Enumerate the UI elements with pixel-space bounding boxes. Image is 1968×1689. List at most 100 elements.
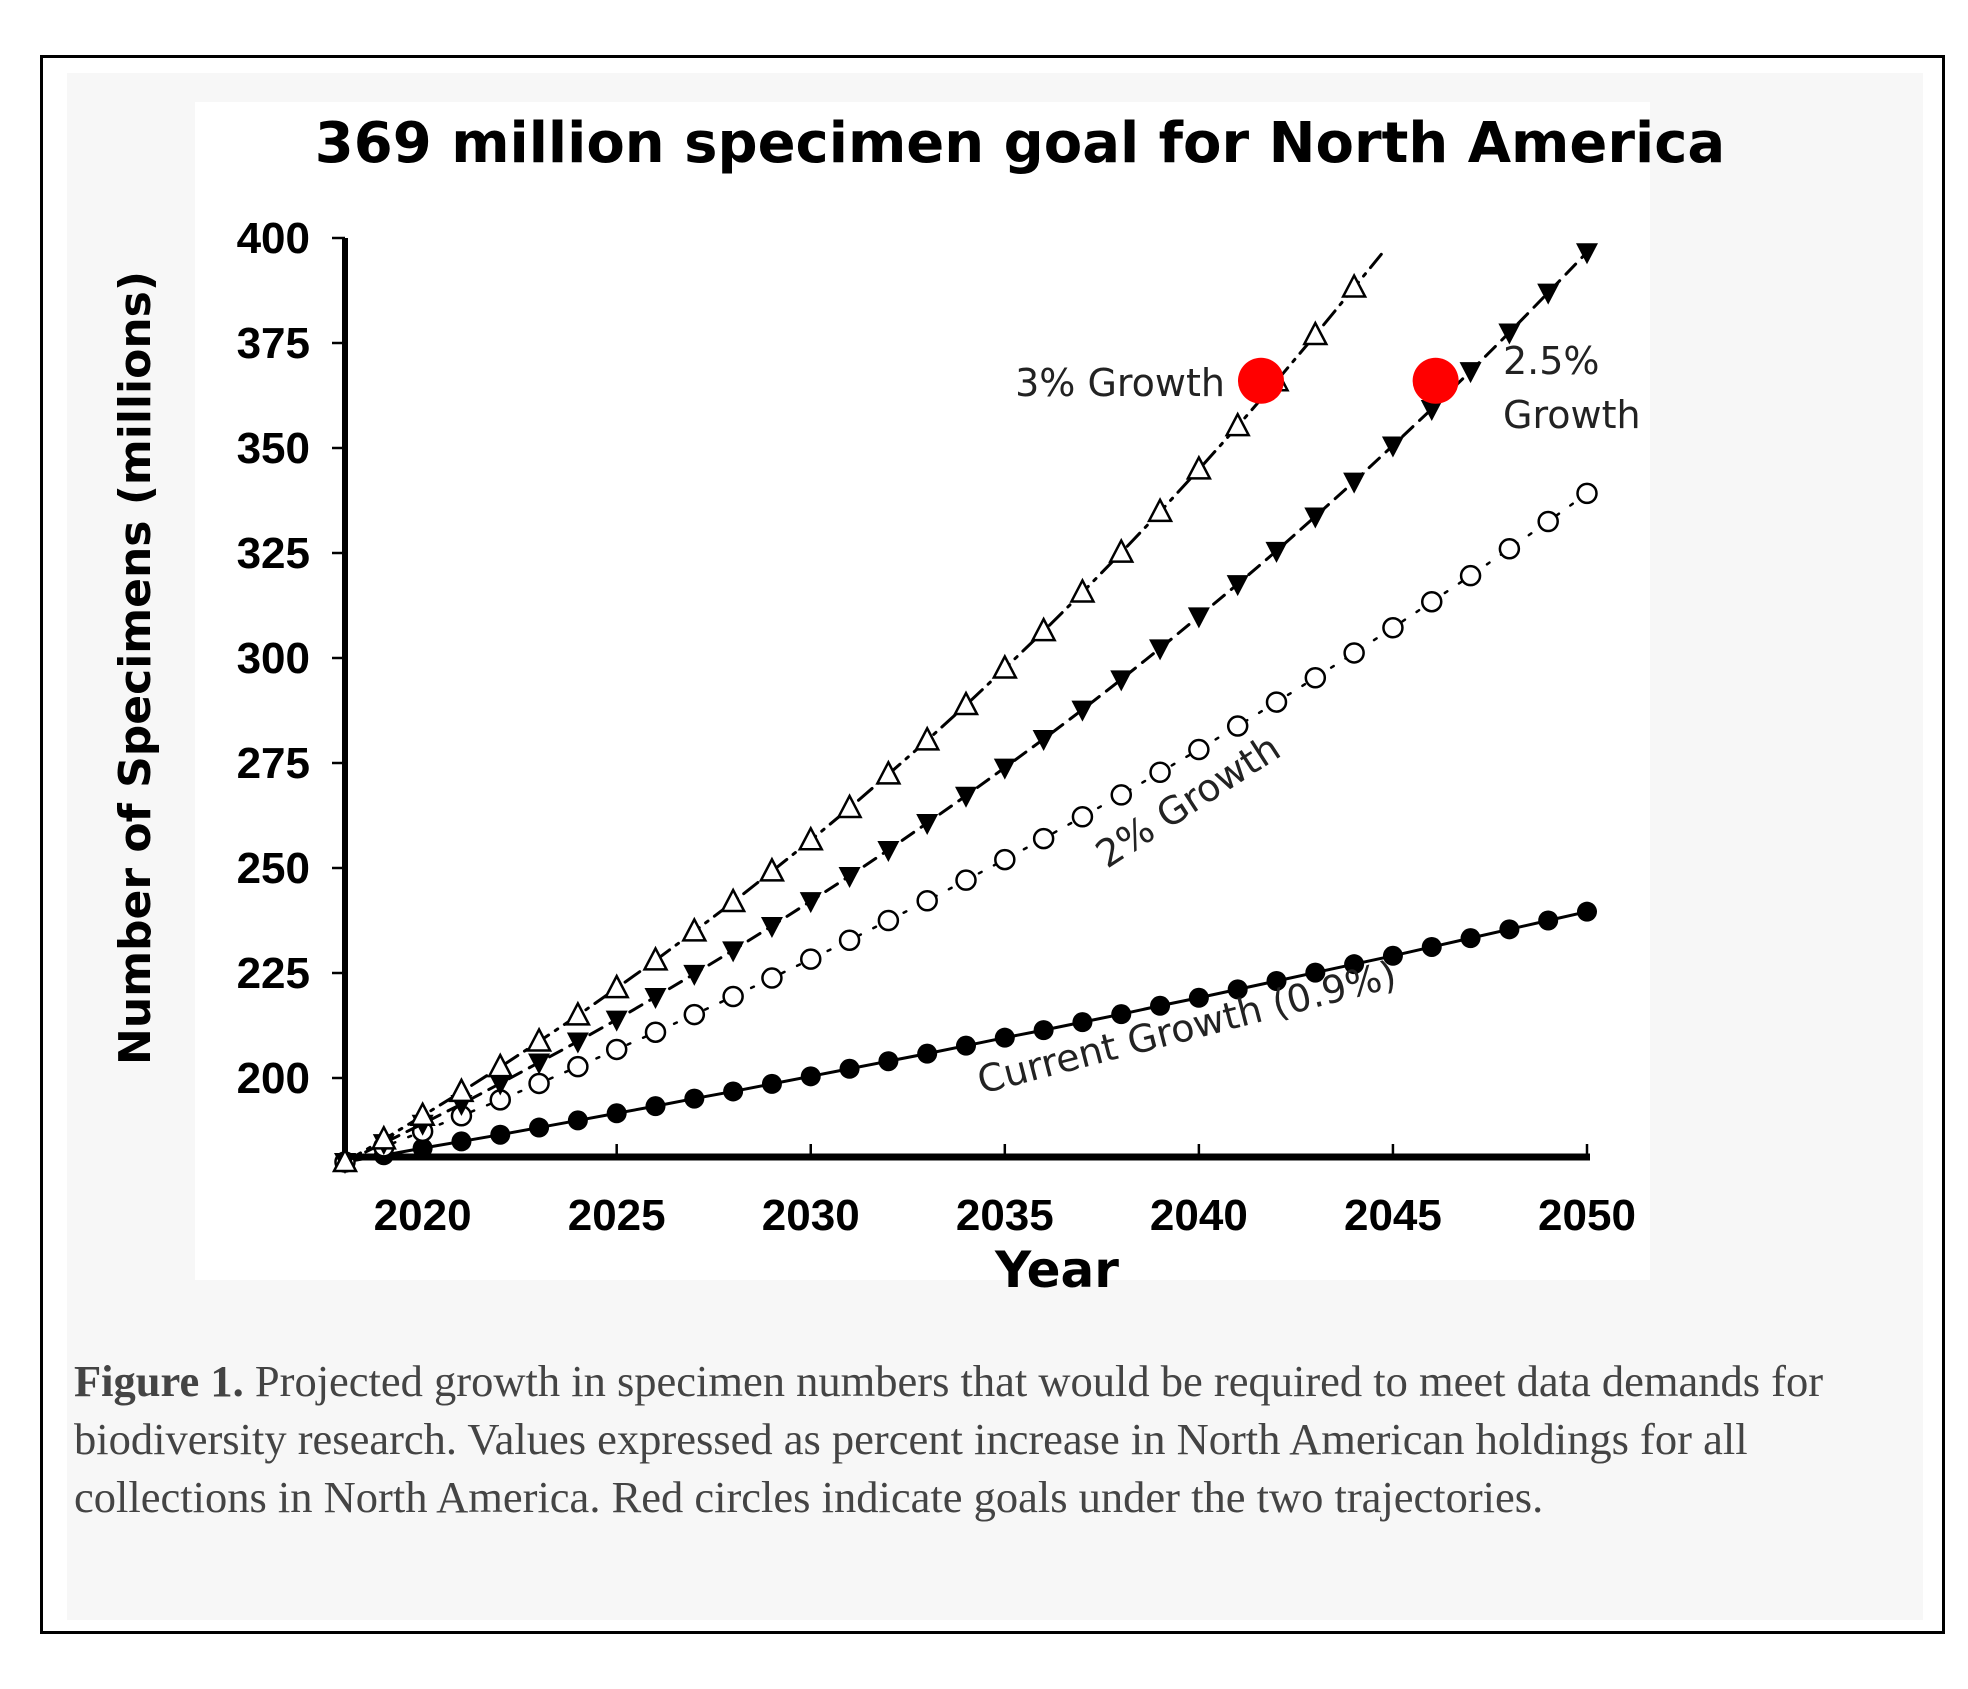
data-point — [603, 973, 630, 999]
data-point — [1032, 827, 1055, 850]
data-point — [1146, 497, 1174, 523]
x-tick-label: 2020 — [374, 1191, 472, 1240]
data-point — [1537, 283, 1560, 305]
data-point — [409, 1101, 436, 1127]
data-point — [914, 725, 941, 751]
data-point — [1421, 936, 1442, 957]
data-point — [877, 840, 900, 862]
data-point — [916, 890, 938, 912]
data-point — [993, 758, 1016, 780]
label-2-5pct-growth-line1: 2.5% — [1503, 339, 1600, 383]
data-point — [1341, 272, 1368, 298]
data-point — [1150, 995, 1171, 1016]
x-tick-label: 2040 — [1150, 1191, 1248, 1240]
data-point — [1302, 320, 1329, 346]
data-point — [1382, 945, 1403, 966]
y-tick-label: 325 — [237, 529, 310, 578]
data-point — [956, 1035, 976, 1056]
data-point — [1343, 472, 1366, 494]
data-point — [838, 866, 861, 888]
data-point — [681, 916, 708, 942]
data-point — [955, 786, 977, 808]
y-tick-label: 400 — [237, 214, 310, 263]
data-point — [1149, 761, 1171, 783]
data-point — [952, 690, 980, 716]
x-axis-label: Year — [994, 1241, 1119, 1299]
data-point — [916, 814, 939, 836]
data-point — [1030, 616, 1057, 642]
data-point — [1188, 738, 1210, 761]
goal-markers — [1237, 357, 1459, 404]
x-tick-label: 2025 — [568, 1191, 666, 1240]
series-line — [343, 252, 1383, 1164]
x-tick-label: 2030 — [762, 1191, 860, 1240]
data-point — [1421, 590, 1443, 613]
data-point — [800, 1066, 821, 1087]
data-point — [1577, 901, 1597, 922]
data-point — [1576, 243, 1598, 265]
x-tick-label: 2045 — [1344, 1191, 1442, 1240]
data-point — [1266, 970, 1287, 991]
data-point — [1381, 436, 1404, 458]
data-point — [722, 985, 744, 1008]
data-point — [1304, 507, 1327, 529]
data-point — [1149, 639, 1172, 661]
data-point — [723, 1081, 744, 1102]
data-point — [878, 1051, 899, 1072]
goal-marker-red-circle — [1412, 357, 1459, 404]
data-point — [448, 1077, 475, 1103]
series-2-growth — [334, 482, 1598, 1173]
chart-title: 369 million specimen goal for North Amer… — [315, 111, 1725, 176]
data-point — [797, 825, 824, 851]
data-point — [605, 1038, 628, 1061]
data-point — [1224, 411, 1251, 437]
data-point — [684, 1088, 705, 1109]
data-point — [1498, 323, 1521, 345]
data-point — [487, 1052, 514, 1078]
data-point — [1265, 541, 1288, 563]
series-3-growth — [331, 252, 1383, 1173]
data-point — [1110, 784, 1132, 806]
data-point — [760, 916, 783, 938]
data-point — [994, 1027, 1015, 1048]
data-point — [370, 1124, 397, 1150]
y-tick-label: 300 — [237, 634, 310, 683]
data-point — [1499, 919, 1520, 940]
data-point — [991, 653, 1018, 679]
data-point — [761, 1073, 782, 1094]
data-point — [955, 869, 977, 891]
data-point — [761, 967, 783, 989]
data-point — [1072, 1012, 1093, 1033]
data-point — [917, 1043, 938, 1064]
data-point — [566, 1032, 589, 1054]
y-tick-label: 275 — [237, 739, 310, 788]
y-tick-label: 200 — [237, 1054, 310, 1103]
data-point — [838, 929, 861, 951]
data-point — [1538, 910, 1559, 931]
data-point — [758, 856, 786, 882]
data-point — [1071, 806, 1094, 828]
data-point — [642, 945, 669, 971]
caption-text: Projected growth in specimen numbers tha… — [74, 1356, 1824, 1522]
data-point — [800, 948, 822, 970]
data-point — [1111, 1004, 1132, 1025]
data-point — [1305, 962, 1326, 983]
data-point — [1071, 700, 1094, 722]
data-point — [644, 987, 667, 1009]
series-current-growth-0-9 — [335, 901, 1597, 1172]
data-point — [1227, 979, 1248, 1000]
data-point — [567, 1110, 588, 1131]
data-point — [529, 1117, 550, 1138]
caption-label: Figure 1. — [74, 1356, 244, 1406]
goal-marker-red-circle — [1237, 357, 1284, 404]
label-3pct-growth: 3% Growth — [1015, 361, 1225, 405]
data-point — [1382, 617, 1404, 639]
data-point — [994, 848, 1016, 871]
data-point — [644, 1021, 667, 1043]
data-point — [451, 1131, 472, 1152]
data-point — [528, 1053, 551, 1075]
data-point — [722, 941, 745, 963]
y-tick-label: 225 — [237, 949, 310, 998]
axes — [342, 238, 1590, 1161]
